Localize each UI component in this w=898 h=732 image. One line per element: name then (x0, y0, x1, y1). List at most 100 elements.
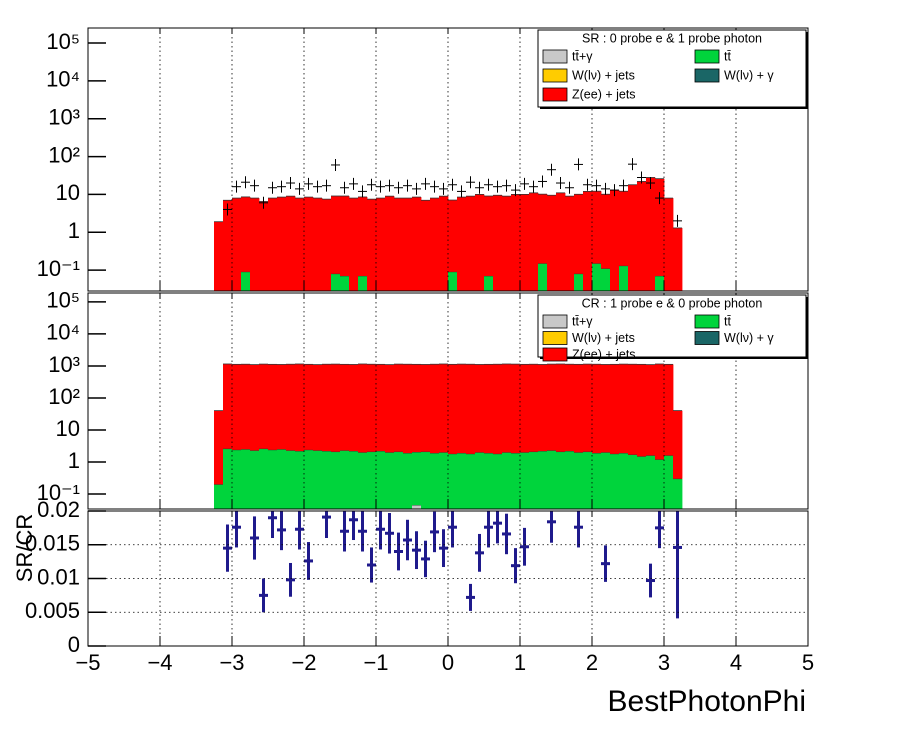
y-tick-label: 1 (68, 218, 80, 243)
ratio-point (547, 511, 556, 543)
ratio-point (250, 516, 259, 560)
histogram-bar (385, 364, 395, 453)
frame (87, 292, 809, 510)
histogram-bar (484, 364, 494, 454)
histogram-bar (484, 196, 494, 276)
y-tick-label: 10³ (48, 352, 80, 377)
x-tick-label: 2 (586, 650, 598, 675)
ratio-point (574, 511, 583, 548)
histogram-bar (628, 184, 638, 291)
data-point (673, 214, 682, 227)
histogram-bar (673, 410, 683, 479)
histogram-bar (394, 451, 404, 509)
histogram-bar (610, 453, 620, 509)
data-point (259, 196, 268, 209)
y-tick-label: 10⁴ (46, 67, 80, 92)
histogram-bar (538, 263, 548, 291)
data-point (484, 178, 493, 191)
frame (87, 510, 809, 647)
data-point (619, 179, 628, 192)
histogram-bar (565, 196, 575, 291)
histogram-bar (403, 198, 413, 291)
legend-label: W(lν) + jets (572, 68, 635, 82)
histogram-bar (601, 268, 611, 291)
histogram-bar (304, 364, 314, 450)
histogram-bar (484, 453, 494, 509)
data-point (304, 177, 313, 190)
histogram-bar (448, 364, 458, 454)
histogram-bar (250, 364, 260, 451)
data-point (313, 180, 322, 193)
histogram-bar (466, 364, 476, 454)
x-tick-label: 5 (802, 650, 814, 675)
histogram-bar (322, 451, 332, 509)
legend-swatch (542, 314, 568, 329)
histogram-bar (520, 364, 530, 453)
histogram-bar (358, 275, 368, 291)
histogram-bar (268, 364, 278, 450)
y-tick-label: 0.02 (37, 497, 80, 522)
histogram-bar (376, 364, 386, 452)
histogram-bar (583, 191, 593, 291)
ratio-point (448, 511, 457, 548)
histogram-bar (520, 452, 530, 509)
histogram-bar (637, 456, 647, 509)
data-point (286, 177, 295, 190)
histogram-bar (439, 363, 449, 453)
legend-swatch (542, 68, 568, 83)
legend-label: tt̄+γ (572, 49, 593, 63)
data-point (250, 179, 259, 192)
y-tick-label: 10 (56, 180, 80, 205)
x-tick-label: 4 (730, 650, 742, 675)
ratio-point (259, 578, 268, 613)
histogram-bar (286, 364, 296, 451)
histogram-bar (367, 451, 377, 509)
data-point (322, 179, 331, 192)
histogram-bar (214, 221, 224, 291)
histogram-bar (646, 364, 656, 456)
x-tick-label: 1 (514, 650, 526, 675)
ratio-point (376, 511, 385, 550)
legend-title: CR : 1 probe e & 0 probe photon (582, 296, 763, 310)
ratio-point (511, 548, 520, 584)
ratio-point (502, 513, 511, 555)
histogram-bar (340, 196, 350, 276)
histogram-bar (358, 452, 368, 509)
histogram-bar (268, 198, 278, 291)
x-tick-label: 3 (658, 650, 670, 675)
x-axis-title: BestPhotonPhi (608, 685, 806, 718)
histogram-bar (556, 363, 566, 452)
legend-label: W(lν) + γ (724, 331, 774, 345)
histogram-bar (655, 459, 665, 509)
histogram-bar (610, 190, 620, 291)
histogram-bar (529, 451, 539, 509)
data-point (376, 180, 385, 193)
histogram-bar (502, 196, 512, 291)
data-point (349, 177, 358, 190)
histogram-bar (583, 364, 593, 452)
data-point (448, 178, 457, 191)
legend-label: tt̄ (724, 49, 731, 63)
histogram-bar (574, 194, 584, 274)
ratio-point (646, 563, 655, 598)
legend-label: tt̄+γ (572, 314, 593, 328)
histogram-bar (385, 452, 395, 509)
histogram-bar (421, 451, 431, 509)
legend-label: Z(ee) + jets (572, 87, 636, 101)
histogram-bar (313, 364, 323, 451)
data-point (628, 158, 637, 171)
ratio-point (286, 562, 295, 597)
legend-swatch (694, 331, 720, 345)
histogram-bar (349, 364, 359, 452)
histogram-bar (259, 201, 269, 291)
histogram-bar (223, 200, 233, 291)
histogram-bar (538, 451, 548, 509)
y-tick-label: 10⁻¹ (37, 480, 80, 505)
legend-swatch (542, 87, 568, 102)
histogram-bar (619, 364, 629, 454)
histogram-bar (628, 454, 638, 509)
x-tick-label: 0 (442, 650, 454, 675)
histogram-bar (340, 275, 350, 291)
histogram-bar (241, 364, 251, 450)
histogram-bar (439, 196, 449, 291)
